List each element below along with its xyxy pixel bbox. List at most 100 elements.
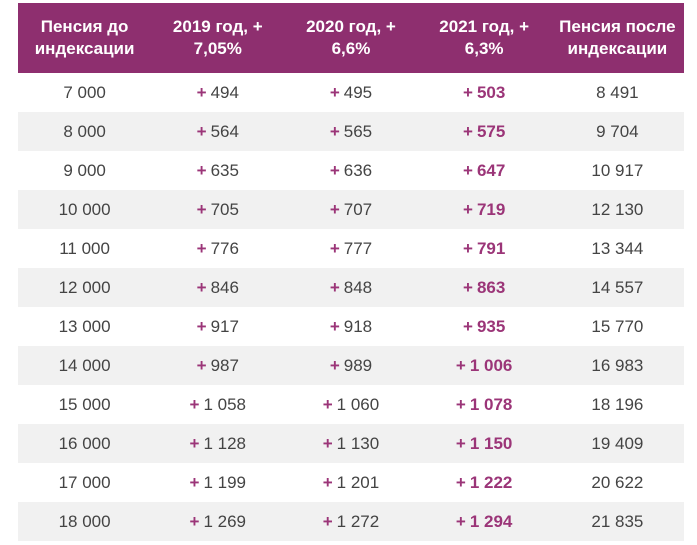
amount: 1 269 [203,511,247,531]
table-row: 14 000 +987 +989 +1 006 16 983 [18,346,684,385]
amount: 1 006 [469,355,513,375]
change-cell: +848 [284,268,418,307]
amount: 987 [210,355,239,375]
table-row: 7 000 +494 +495 +503 8 491 [18,73,684,112]
plus-sign: + [196,82,207,102]
table-row: 12 000 +846 +848 +863 14 557 [18,268,684,307]
plus-sign: + [189,394,200,414]
amount: 791 [476,238,506,258]
amount: 777 [343,238,373,258]
plus-sign: + [322,511,333,531]
header-cell: 2021 год, + 6,3% [417,3,551,73]
amount: 1 222 [469,472,513,492]
change-cell: +918 [284,307,417,346]
cell: 11 000 [59,238,110,258]
pension-table: Пенсия до индексации 2019 год, + 7,05% 202… [18,3,684,541]
change-cell: +719 [417,190,551,229]
amount: 719 [476,199,506,219]
cell: 14 557 [550,268,684,307]
cell: 10 917 [591,160,644,180]
plus-sign: + [455,355,466,375]
plus-sign: + [189,472,200,492]
amount: 1 150 [469,433,513,453]
amount: 848 [343,277,373,297]
change-cell: +791 [418,229,551,268]
cell: 9 704 [550,112,684,151]
table-row: 15 000 +1 058 +1 060 +1 078 18 196 [18,385,684,424]
change-cell: +777 [284,229,417,268]
plus-sign: + [329,160,340,180]
cell: 21 835 [550,502,684,541]
change-cell: +917 [151,307,284,346]
change-cell: +1 128 [151,424,285,463]
change-cell: +846 [151,268,285,307]
plus-sign: + [329,277,340,297]
change-cell: +635 [151,151,284,190]
table-body: 7 000 +494 +495 +503 8 491 8 000 +564 +565 +575 9… [18,73,684,541]
amount: 564 [210,121,239,141]
cell: 13 344 [591,238,644,258]
cell: 14 000 [18,346,152,385]
plus-sign: + [196,199,207,219]
change-cell: +989 [284,346,418,385]
amount: 1 199 [203,472,247,492]
amount: 565 [343,121,373,141]
cell: 15 770 [591,316,644,336]
change-cell: +564 [151,112,285,151]
change-cell: +1 222 [418,463,551,502]
change-cell: +1 150 [417,424,551,463]
amount: 776 [210,238,239,258]
change-cell: +863 [417,268,551,307]
amount: 575 [476,121,506,141]
cell: 13 000 [58,316,111,336]
header-cell: Пенсия после индексации [550,3,684,73]
plus-sign: + [196,355,207,375]
table-row: 18 000 +1 269 +1 272 +1 294 21 835 [18,502,684,541]
cell: 12 130 [550,190,684,229]
cell: 10 000 [18,190,152,229]
plus-sign: + [329,238,340,258]
table-row: 11 000 +776 +777 +791 13 344 [18,229,684,268]
plus-sign: + [322,433,333,453]
amount: 494 [210,82,239,102]
change-cell: +1 130 [284,424,418,463]
amount: 1 128 [203,433,247,453]
change-cell: +1 201 [284,463,417,502]
plus-sign: + [463,160,473,180]
amount: 1 060 [336,394,380,414]
cell: 8 000 [18,112,152,151]
plus-sign: + [329,199,340,219]
amount: 935 [476,316,506,336]
plus-sign: + [196,277,207,297]
plus-sign: + [322,472,333,492]
amount: 647 [476,160,506,180]
amount: 1 272 [336,511,380,531]
cell: 16 983 [550,346,684,385]
plus-sign: + [463,82,473,102]
plus-sign: + [189,511,200,531]
amount: 705 [210,199,239,219]
amount: 1 130 [336,433,380,453]
change-cell: +494 [151,73,284,112]
cell: 12 000 [18,268,152,307]
amount: 707 [343,199,373,219]
change-cell: +1 294 [417,502,551,541]
amount: 635 [210,160,239,180]
change-cell: +1 058 [151,385,284,424]
cell: 7 000 [63,82,106,102]
change-cell: +636 [284,151,417,190]
change-cell: +503 [418,73,551,112]
amount: 1 294 [469,511,513,531]
plus-sign: + [455,394,466,414]
header-row: Пенсия до индексации 2019 год, + 7,05% 202… [18,3,684,73]
change-cell: +647 [418,151,551,190]
header-cell: Пенсия до индексации [18,3,152,73]
change-cell: +987 [151,346,285,385]
plus-sign: + [463,316,473,336]
plus-sign: + [463,199,473,219]
header-cell: 2020 год, + 6,6% [284,3,418,73]
change-cell: +575 [417,112,551,151]
amount: 495 [343,82,373,102]
plus-sign: + [463,277,473,297]
plus-sign: + [329,121,340,141]
